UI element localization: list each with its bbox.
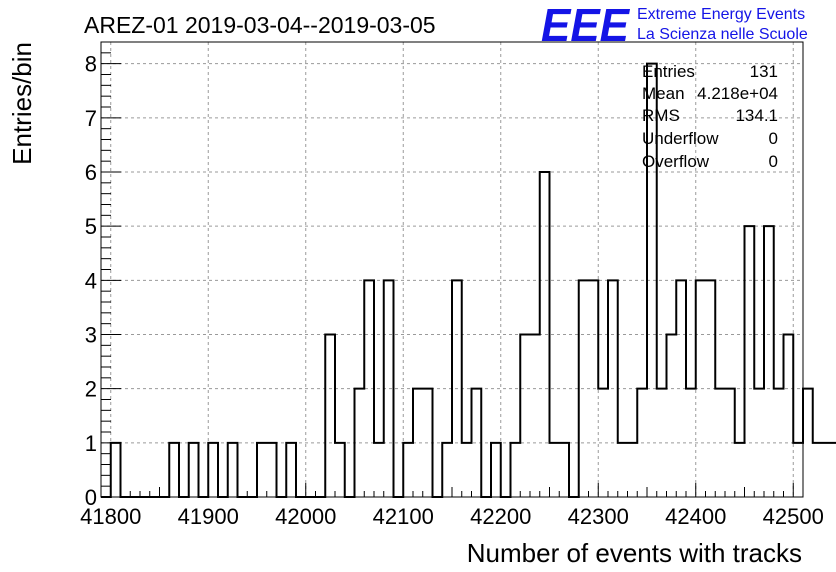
histogram-bin bbox=[803, 389, 813, 497]
histogram-bin bbox=[189, 443, 199, 497]
x-tick-label: 42000 bbox=[275, 504, 336, 529]
histogram-bin bbox=[491, 443, 501, 497]
histogram-bin bbox=[462, 443, 472, 497]
histogram-bin bbox=[520, 335, 530, 498]
histogram-bin bbox=[403, 443, 413, 497]
stats-underflow-label: Underflow bbox=[642, 129, 719, 148]
histogram-bin bbox=[550, 443, 560, 497]
histogram-bin bbox=[208, 443, 218, 497]
histogram-outline bbox=[101, 62, 836, 498]
histogram-bin bbox=[559, 443, 569, 497]
stats-underflow-value: 0 bbox=[769, 129, 778, 148]
x-tick-label: 42300 bbox=[568, 504, 629, 529]
histogram-bin bbox=[764, 226, 774, 497]
y-tick-label: 2 bbox=[85, 377, 97, 402]
y-tick-label: 6 bbox=[85, 160, 97, 185]
x-axis-label: Number of events with tracks bbox=[467, 538, 802, 568]
histogram-bin bbox=[745, 226, 755, 497]
histogram-bin bbox=[111, 443, 121, 497]
histogram-bin bbox=[169, 443, 179, 497]
x-tick-label: 42500 bbox=[763, 504, 824, 529]
stats-box: Entries 131 Mean 4.218e+04 RMS 134.1 Und… bbox=[642, 62, 778, 171]
histogram-bin bbox=[793, 443, 803, 497]
chart-title: AREZ-01 2019-03-04--2019-03-05 bbox=[84, 12, 436, 38]
histogram-bin bbox=[735, 443, 745, 497]
stats-overflow-label: Overflow bbox=[642, 152, 710, 171]
stats-overflow-value: 0 bbox=[769, 152, 778, 171]
histogram-bin bbox=[667, 335, 677, 498]
histogram-bin bbox=[784, 335, 794, 498]
eee-logo-line2: La Scienza nelle Scuole bbox=[637, 26, 808, 43]
histogram-bin bbox=[618, 443, 628, 497]
histogram-layer bbox=[101, 62, 836, 498]
stats-rms-label: RMS bbox=[642, 106, 680, 125]
histogram-bin bbox=[325, 335, 335, 498]
histogram-bin bbox=[530, 335, 540, 498]
y-tick-label: 7 bbox=[85, 106, 97, 131]
y-tick-label: 4 bbox=[85, 268, 97, 293]
histogram-bin bbox=[267, 443, 277, 497]
stats-entries-value: 131 bbox=[750, 62, 778, 81]
histogram-bin bbox=[442, 443, 452, 497]
y-tick-label: 8 bbox=[85, 52, 97, 77]
ticks-layer: 41800 41900 42000 42100 42200 42300 42400 42500… bbox=[80, 52, 824, 529]
y-axis-label: Entries/bin bbox=[7, 42, 37, 165]
stats-entries-label: Entries bbox=[642, 62, 695, 81]
histogram-bin bbox=[832, 443, 836, 497]
y-tick-label: 5 bbox=[85, 214, 97, 239]
y-tick-label: 0 bbox=[85, 485, 97, 510]
eee-logo: EEE Extreme Energy Events La Scienza nel… bbox=[541, 0, 808, 51]
x-tick-label: 42200 bbox=[470, 504, 531, 529]
y-tick-label: 1 bbox=[85, 431, 97, 456]
eee-logo-mark: EEE bbox=[541, 0, 630, 51]
eee-logo-line1: Extreme Energy Events bbox=[637, 6, 805, 23]
stats-mean-label: Mean bbox=[642, 84, 685, 103]
x-tick-label: 42400 bbox=[665, 504, 726, 529]
histogram-bin bbox=[823, 443, 833, 497]
x-tick-label: 41800 bbox=[80, 504, 141, 529]
histogram-bin bbox=[257, 443, 267, 497]
stats-mean-value: 4.218e+04 bbox=[697, 84, 778, 103]
histogram-bin bbox=[335, 443, 345, 497]
histogram-bin bbox=[228, 443, 238, 497]
y-tick-label: 3 bbox=[85, 323, 97, 348]
histogram-bin bbox=[511, 443, 521, 497]
x-tick-label: 42100 bbox=[373, 504, 434, 529]
stats-rms-value: 134.1 bbox=[735, 106, 778, 125]
histogram-bin bbox=[374, 443, 384, 497]
histogram-bin bbox=[628, 443, 638, 497]
histogram-bin bbox=[286, 443, 296, 497]
x-tick-label: 41900 bbox=[178, 504, 239, 529]
histogram-bin bbox=[813, 443, 823, 497]
